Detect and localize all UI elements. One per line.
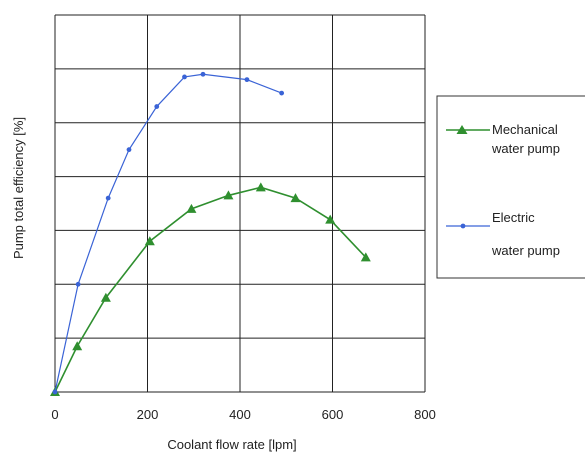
legend-label-mechanical-line1: Mechanical: [492, 122, 558, 137]
x-tick-label: 800: [414, 407, 436, 422]
data-point-dot: [105, 195, 111, 201]
legend-marker-mechanical: [456, 125, 468, 134]
x-tick-label: 200: [137, 407, 159, 422]
x-axis-ticks: 0 200 400 600 800: [51, 407, 435, 422]
data-point-dot: [126, 147, 132, 153]
data-point-dot: [52, 389, 58, 395]
series-electric: [52, 71, 285, 395]
legend-label-mechanical-line2: water pump: [491, 141, 560, 156]
data-point-triangle: [223, 190, 234, 200]
series-layer: [50, 71, 371, 396]
data-point-dot: [154, 104, 160, 109]
series-line: [54, 186, 367, 393]
series-line: [54, 73, 282, 393]
data-point-dot: [75, 281, 81, 287]
series-mechanical: [50, 182, 371, 396]
data-point-triangle: [255, 182, 266, 192]
y-axis-title: Pump total efficiency [%]: [11, 117, 26, 259]
x-tick-label: 0: [51, 407, 58, 422]
data-point-triangle: [325, 214, 336, 224]
x-axis-title: Coolant flow rate [lpm]: [167, 437, 296, 452]
x-tick-label: 600: [322, 407, 344, 422]
data-point-triangle: [186, 203, 197, 213]
data-point-dot: [244, 77, 250, 83]
data-point-triangle: [100, 292, 111, 302]
legend-label-electric-line2: water pump: [491, 243, 560, 258]
data-point-triangle: [72, 341, 83, 351]
plot-grid: [54, 14, 426, 393]
legend-marker-electric: [460, 223, 466, 229]
data-point-dot: [182, 74, 187, 80]
data-point-dot: [200, 71, 206, 77]
data-point-triangle: [290, 193, 301, 203]
data-point-triangle: [144, 236, 155, 246]
data-point-dot: [279, 90, 285, 96]
data-point-triangle: [360, 252, 371, 262]
legend-label-electric-line1: Electric: [492, 210, 535, 225]
legend: Mechanical water pump Electric water pum…: [436, 95, 585, 279]
x-tick-label: 400: [229, 407, 251, 422]
